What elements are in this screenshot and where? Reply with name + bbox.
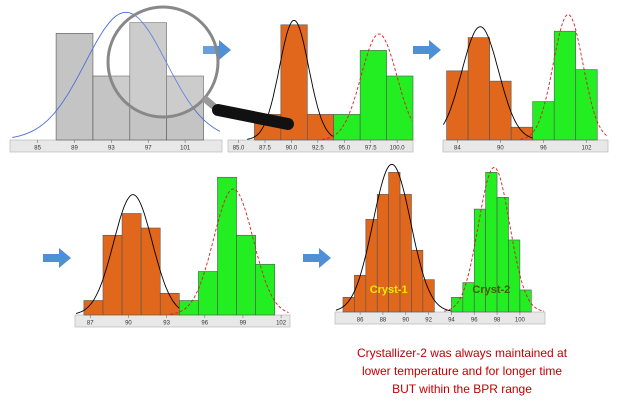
bar — [554, 31, 576, 140]
bar — [354, 275, 365, 312]
series-label: Cryst-2 — [472, 284, 510, 296]
x-tick-label: 89 — [71, 146, 78, 152]
bar — [411, 250, 422, 312]
bar — [447, 71, 469, 140]
x-tick-label: 102 — [581, 146, 592, 152]
bar — [237, 235, 256, 315]
x-tick-label: 99 — [240, 321, 247, 327]
bar — [56, 33, 93, 140]
x-tick-label: 86 — [357, 318, 364, 324]
charts: 85 89 93 97 101 85.0 87.5 90.0 92.5 95.0 97.5 100.0… — [10, 12, 608, 327]
x-tick-label: 92 — [425, 318, 432, 324]
x-tick-label: 98 — [494, 318, 501, 324]
histogram-panel: 87 90 93 96 99 102 — [75, 177, 290, 327]
bar — [387, 76, 413, 140]
arrow — [303, 248, 331, 268]
bar — [179, 301, 198, 316]
arrow — [413, 40, 441, 60]
bar — [576, 70, 598, 140]
handle — [218, 110, 288, 124]
bar — [307, 114, 333, 140]
x-tick-label: 93 — [108, 146, 115, 152]
x-tick-label: 85 — [34, 146, 41, 152]
bar — [490, 81, 512, 140]
bar — [198, 272, 217, 316]
bar — [474, 209, 485, 312]
bar — [122, 214, 141, 316]
histogram-panel: 86 88 90 92 94 96 98 100 Cryst-1 Cryst-2 — [335, 164, 545, 324]
x-tick-label: 90 — [497, 146, 504, 152]
bar — [217, 177, 236, 315]
x-tick-label: 84 — [454, 146, 461, 152]
x-tick-label: 100.0 — [390, 146, 406, 152]
x-tick-label: 96 — [540, 146, 547, 152]
x-tick-label: 87.5 — [259, 146, 271, 152]
figure: 85 89 93 97 101 85.0 87.5 90.0 92.5 95.0 97.5 100.0… — [0, 0, 626, 403]
note-line: Crystallizer-2 was always maintained at — [357, 346, 568, 360]
x-tick-label: 90.0 — [286, 146, 298, 152]
x-tick-label: 97 — [145, 146, 152, 152]
bar — [343, 297, 354, 312]
bar — [451, 297, 462, 312]
x-tick-label: 90 — [402, 318, 409, 324]
series-label: Cryst-1 — [370, 284, 408, 296]
x-tick-label: 100 — [515, 318, 526, 324]
bar — [423, 280, 434, 312]
bar — [160, 293, 179, 315]
x-tick-label: 92.5 — [312, 146, 324, 152]
bar — [366, 219, 377, 312]
x-tick-label: 102 — [276, 321, 287, 327]
x-axis-strip — [335, 312, 545, 324]
note-line: lower temperature and for longer time — [362, 364, 562, 378]
bar — [256, 264, 275, 315]
x-tick-label: 96 — [471, 318, 478, 324]
x-axis-strip — [75, 315, 290, 327]
x-tick-label: 101 — [180, 146, 191, 152]
bar — [468, 38, 490, 140]
x-tick-label: 90 — [125, 321, 132, 327]
bar — [508, 240, 519, 312]
x-tick-label: 88 — [380, 318, 387, 324]
x-tick-label: 97.5 — [365, 146, 377, 152]
histogram-panel: 85.0 87.5 90.0 92.5 95.0 97.5 100.0 — [228, 20, 413, 152]
x-tick-label: 94 — [448, 318, 455, 324]
bar — [511, 127, 533, 140]
bar — [141, 228, 160, 315]
histogram-panel: 84 90 96 102 — [443, 15, 608, 153]
note-line: BUT within the BPR range — [392, 382, 532, 396]
x-tick-label: 87 — [87, 321, 94, 327]
lens — [108, 7, 218, 117]
x-tick-label: 95.0 — [338, 146, 350, 152]
x-axis-strip — [10, 140, 222, 152]
bar — [334, 114, 360, 140]
annotation: Crystallizer-2 was always maintained at … — [357, 346, 568, 396]
x-tick-label: 93 — [163, 321, 170, 327]
x-tick-label: 96 — [201, 321, 208, 327]
x-tick-label: 85.0 — [233, 146, 245, 152]
arrow — [43, 248, 71, 268]
